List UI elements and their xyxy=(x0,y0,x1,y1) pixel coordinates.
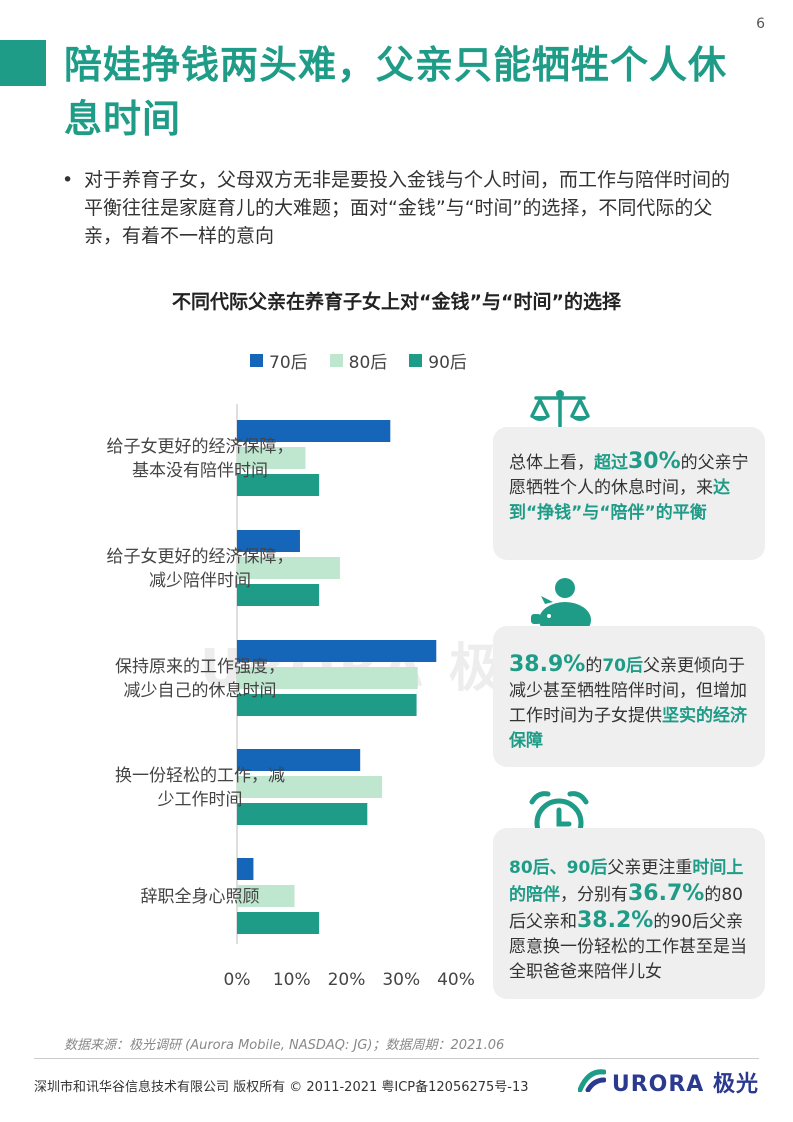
callout-text-segment: 38.9% xyxy=(509,652,586,677)
bar-70后-2 xyxy=(237,640,437,662)
scale-icon xyxy=(528,388,592,442)
callout-text-segment: 的 xyxy=(585,656,603,676)
category-label: 换一份轻松的工作，减 xyxy=(115,766,285,786)
callout-text-segment: 80后、90后 xyxy=(509,858,608,878)
bar-80后-3 xyxy=(237,776,383,798)
category-label: 少工作时间 xyxy=(158,790,243,810)
category-label: 基本没有陪伴时间 xyxy=(132,461,268,481)
category-label: 减少陪伴时间 xyxy=(149,571,251,591)
callout-text-segment: 36.7% xyxy=(628,881,705,906)
page-number: 6 xyxy=(756,16,765,32)
x-tick-label: 0% xyxy=(224,970,251,990)
legend-label-70: 70后 xyxy=(269,353,308,373)
footer-copyright: 深圳市和讯华谷信息技术有限公司 版权所有 © 2011-2021 粤ICP备12… xyxy=(34,1080,529,1095)
bar-80后-0 xyxy=(237,447,306,469)
bar-90后-1 xyxy=(237,584,320,606)
callout-text-segment: 的90后父亲愿意换一份轻松的工作甚至是当全职爸爸来陪伴儿女 xyxy=(509,912,747,982)
category-label: 给子女更好的经济保障， xyxy=(107,437,294,457)
bar-80后-4 xyxy=(237,885,295,907)
category-label: 减少自己的休息时间 xyxy=(124,681,277,701)
callout-text-segment: 父亲更倾向于减少甚至牺牲陪伴时间，但增加工作时间为子女提供 xyxy=(509,656,747,726)
callout-text-segment: 达到“挣钱”与“陪伴”的平衡 xyxy=(509,478,730,523)
title-accent-bar xyxy=(0,40,46,86)
bar-90后-0 xyxy=(237,474,320,496)
callout-box-3: 80后、90后父亲更注重时间上的陪伴，分别有36.7%的80后父亲和38.2%的… xyxy=(493,828,765,999)
legend-swatch-70 xyxy=(250,354,263,367)
bar-70后-4 xyxy=(237,858,254,880)
page-title: 陪娃挣钱两头难，父亲只能牺牲个人休息时间 xyxy=(64,43,728,141)
callout-text-segment: 38.2% xyxy=(577,908,654,933)
category-label: 辞职全身心照顾 xyxy=(141,887,260,907)
x-tick-label: 30% xyxy=(382,970,420,990)
callout-text-segment: ，分别有 xyxy=(560,885,628,905)
callout-text-segment: 70后 xyxy=(602,656,643,676)
x-tick-label: 40% xyxy=(437,970,475,990)
chart-title: 不同代际父亲在养育子女上对“金钱”与“时间”的选择 xyxy=(172,291,621,313)
legend-item-70: 70后 xyxy=(250,348,308,373)
bar-90后-3 xyxy=(237,803,368,825)
bar-70后-1 xyxy=(237,530,300,552)
callout-text-segment: 父亲更注重 xyxy=(607,858,693,878)
chart-legend: 70后 80后 90后 xyxy=(250,348,467,373)
data-source: 数据来源：极光调研 (Aurora Mobile, NASDAQ: JG)；数据… xyxy=(64,1038,505,1053)
bar-80后-1 xyxy=(237,557,340,579)
bar-90后-4 xyxy=(237,912,320,934)
callout-text-segment: 超过 xyxy=(594,453,628,473)
callout-text-segment: 总体上看， xyxy=(509,453,594,473)
bullet-icon: • xyxy=(62,169,74,191)
x-tick-label: 20% xyxy=(328,970,366,990)
category-label: 给子女更好的经济保障， xyxy=(107,547,294,567)
intro-paragraph: • 对于养育子女，父母双方无非是要投入金钱与个人时间，而工作与陪伴时间的平衡往往… xyxy=(62,166,742,250)
logo-text: URORA 极光 xyxy=(611,1072,759,1097)
callout-text-segment: 时间上的陪伴 xyxy=(509,858,744,905)
category-label: 保持原来的工作强度， xyxy=(115,657,285,677)
x-tick-label: 10% xyxy=(273,970,311,990)
bar-70后-0 xyxy=(237,420,391,442)
callout-box-1: 总体上看，超过30%的父亲宁愿牺牲个人的休息时间，来达到“挣钱”与“陪伴”的平衡 xyxy=(493,427,765,560)
intro-text: 对于养育子女，父母双方无非是要投入金钱与个人时间，而工作与陪伴时间的平衡往往是家… xyxy=(84,169,731,247)
legend-item-80: 80后 xyxy=(329,348,388,373)
callout-text-segment: 的父亲宁愿牺牲个人的休息时间，来 xyxy=(509,453,749,498)
footer-divider xyxy=(34,1058,759,1059)
legend-label-80: 80后 xyxy=(348,353,388,373)
aurora-logo: URORA 极光 xyxy=(577,1066,759,1098)
logo-mark-icon xyxy=(577,1068,607,1096)
bar-80后-2 xyxy=(237,667,418,689)
legend-item-90: 90后 xyxy=(409,348,467,373)
legend-swatch-90 xyxy=(409,354,423,367)
callout-text-segment: 的80后父亲和 xyxy=(509,885,743,932)
bar-70后-3 xyxy=(237,749,361,771)
bar-90后-2 xyxy=(237,694,417,716)
legend-label-90: 90后 xyxy=(428,353,467,373)
callout-text-segment: 坚实的经济保障 xyxy=(509,706,747,751)
callout-box-2: 38.9%的70后父亲更倾向于减少甚至牺牲陪伴时间，但增加工作时间为子女提供坚实… xyxy=(493,626,765,767)
legend-swatch-80 xyxy=(329,354,343,367)
callout-text-segment: 30% xyxy=(628,449,681,474)
